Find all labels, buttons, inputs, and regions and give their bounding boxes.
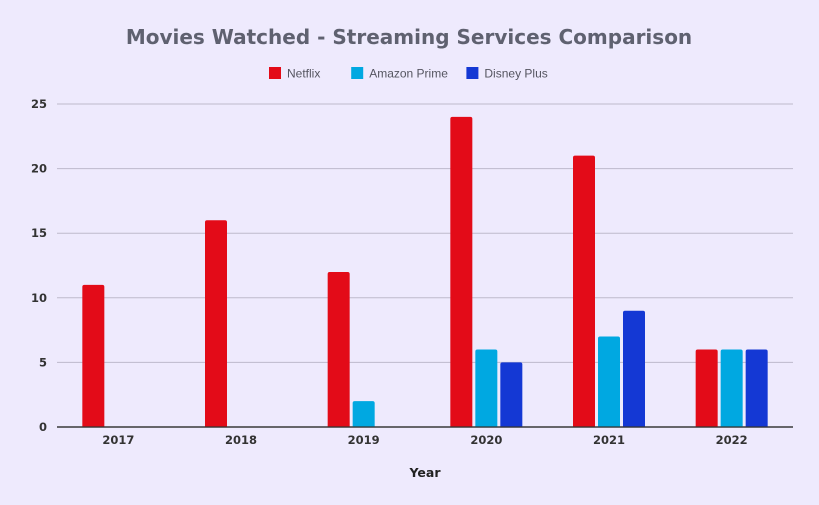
chart-title: Movies Watched - Streaming Services Comp… <box>126 25 692 49</box>
bar-amazon-prime-2019 <box>352 401 375 427</box>
legend-swatch <box>351 67 364 79</box>
x-tick-label: 2022 <box>716 433 748 447</box>
x-axis-title: Year <box>409 465 442 480</box>
legend-swatch <box>269 67 281 79</box>
legend-label: Disney Plus <box>484 67 547 81</box>
bar-netflix-2017 <box>82 284 105 427</box>
bar-amazon-prime-2020 <box>475 349 498 427</box>
y-tick-label: 20 <box>31 162 47 176</box>
legend: Netflix Amazon Prime Disney Plus <box>269 67 548 81</box>
legend-label: Netflix <box>287 67 320 81</box>
bars <box>57 116 793 428</box>
y-tick-label: 0 <box>39 420 47 434</box>
legend-swatch <box>466 67 479 79</box>
bar-netflix-2018 <box>205 220 227 427</box>
bar-amazon-prime-2021 <box>598 336 620 427</box>
x-tick-label: 2021 <box>593 433 625 447</box>
legend-label: Amazon Prime <box>369 67 448 81</box>
bar-disney-plus-2020 <box>500 362 523 427</box>
y-axis-ticks: 0 5 10 15 20 25 <box>31 97 47 434</box>
x-tick-label: 2017 <box>102 433 134 447</box>
y-tick-label: 15 <box>31 226 47 240</box>
x-axis-ticks: 2017 2018 2019 2020 2021 2022 <box>102 433 747 447</box>
x-tick-label: 2020 <box>470 433 502 447</box>
bar-disney-plus-2021 <box>623 310 645 427</box>
bar-netflix-2020 <box>450 116 473 428</box>
x-tick-label: 2018 <box>225 433 257 447</box>
bar-netflix-2019 <box>327 271 350 427</box>
gridlines <box>57 103 793 428</box>
y-tick-label: 10 <box>31 291 47 305</box>
bar-netflix-2022 <box>695 349 718 427</box>
bar-disney-plus-2022 <box>745 349 768 427</box>
y-tick-label: 25 <box>31 97 47 111</box>
x-tick-label: 2019 <box>348 433 380 447</box>
bar-amazon-prime-2022 <box>720 349 743 427</box>
bar-netflix-2021 <box>573 155 595 427</box>
y-tick-label: 5 <box>39 355 47 369</box>
